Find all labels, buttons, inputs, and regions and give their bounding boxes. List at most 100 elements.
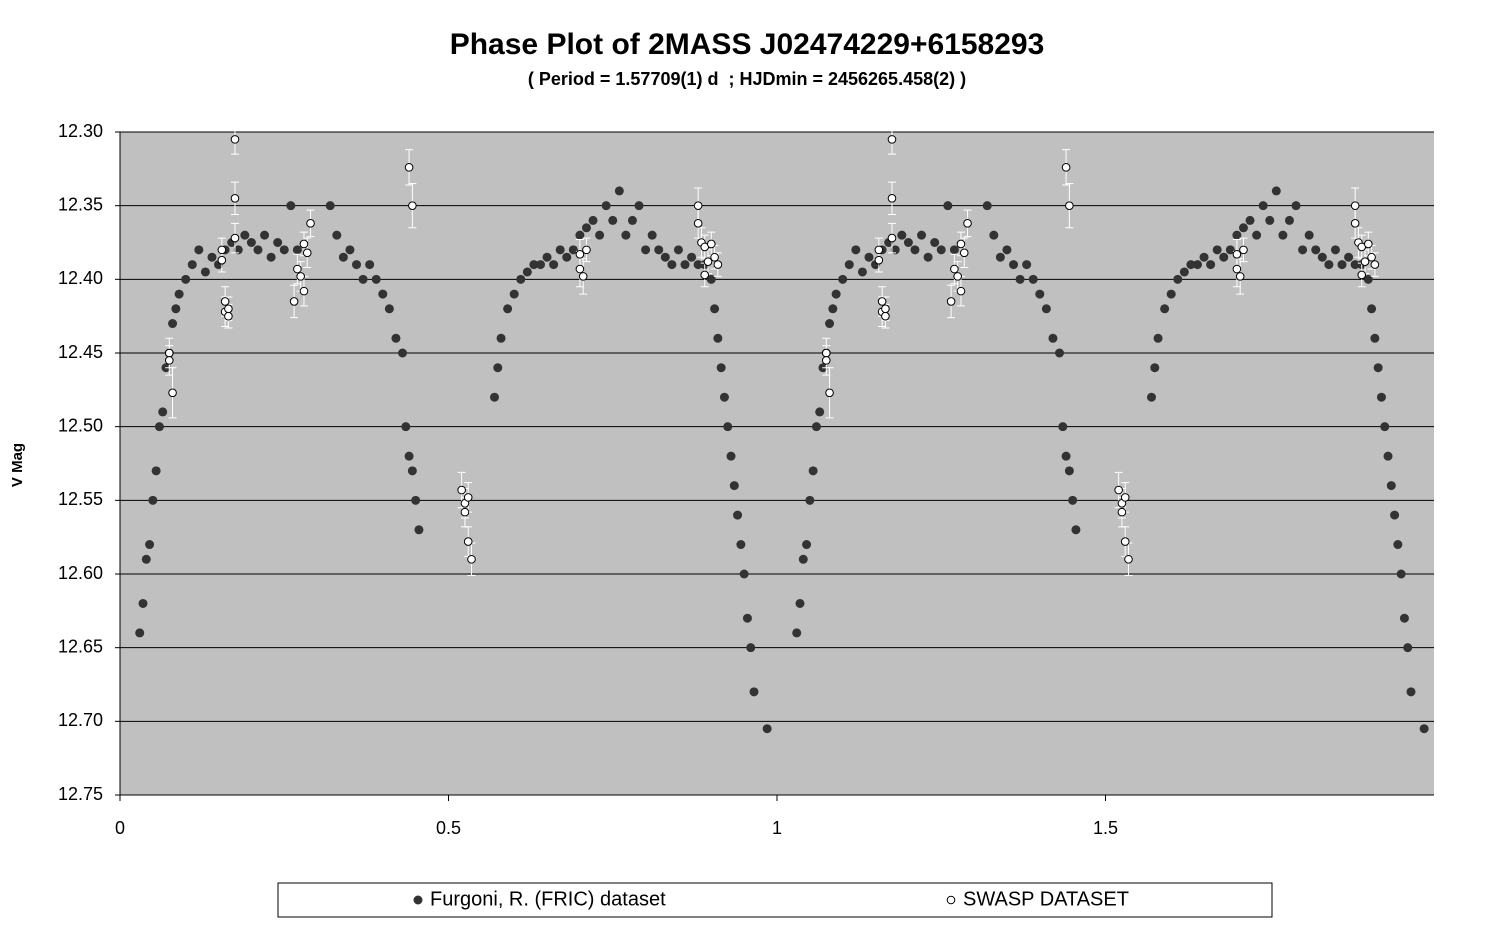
data-point [953, 272, 962, 281]
data-point [956, 239, 966, 249]
data-point [289, 297, 299, 306]
data-point [286, 201, 296, 211]
data-point [407, 466, 417, 476]
data-point [224, 304, 233, 314]
plot-area [120, 132, 1434, 795]
data-point [230, 233, 240, 243]
data-point [857, 267, 867, 277]
data-point [1245, 215, 1255, 225]
data-point [890, 245, 900, 255]
data-point [171, 304, 181, 314]
data-point [989, 230, 999, 240]
data-point [299, 239, 309, 249]
data-point [1232, 249, 1242, 259]
data-point [292, 245, 302, 255]
data-point [542, 252, 552, 262]
data-point [299, 286, 309, 296]
data-point [1173, 274, 1183, 284]
data-point [647, 230, 657, 240]
data-point [1390, 510, 1400, 520]
data-point [1383, 451, 1393, 461]
data-point [154, 422, 164, 432]
data-point [1212, 245, 1222, 255]
data-point [1041, 304, 1051, 314]
data-point [1206, 260, 1216, 270]
chart-title: Phase Plot of 2MASS J02474229+6158293 [450, 28, 1045, 61]
data-point [949, 245, 959, 255]
data-point [1009, 260, 1019, 270]
data-point [345, 245, 355, 255]
data-point [881, 304, 890, 314]
data-point [903, 238, 913, 247]
data-point [1022, 260, 1032, 270]
data-point [1386, 481, 1396, 491]
data-point [1291, 201, 1301, 211]
data-point [1035, 289, 1045, 299]
data-point [164, 356, 174, 365]
x-tick-label: 1.5 [1093, 818, 1118, 838]
data-point [844, 260, 854, 270]
data-point [1360, 257, 1370, 266]
data-point [168, 388, 177, 398]
data-point [1235, 272, 1245, 281]
data-point [401, 422, 411, 432]
data-point [627, 215, 637, 225]
data-point [224, 311, 233, 321]
y-tick-label: 12.45 [58, 342, 103, 362]
data-point [509, 289, 519, 299]
data-point [246, 238, 256, 247]
data-point [943, 201, 953, 211]
data-point [1199, 252, 1209, 262]
y-tick-label: 12.70 [58, 710, 103, 730]
data-point [1071, 525, 1081, 535]
data-point [496, 333, 506, 343]
data-point [874, 255, 884, 265]
data-point [723, 422, 733, 432]
data-point [995, 252, 1005, 262]
data-point [141, 554, 151, 564]
data-point [739, 569, 749, 579]
data-point [680, 260, 690, 270]
data-point [489, 392, 499, 402]
data-point [700, 270, 710, 280]
y-tick-label: 12.35 [58, 194, 103, 214]
data-point [959, 248, 969, 258]
data-point [634, 201, 644, 211]
data-point [391, 333, 401, 343]
data-point [1304, 230, 1314, 240]
data-point [887, 135, 897, 144]
data-point [1363, 274, 1373, 284]
data-point [467, 554, 476, 564]
data-point [1324, 260, 1334, 270]
data-point [733, 510, 743, 520]
data-point [194, 245, 204, 255]
data-point [1393, 540, 1403, 550]
data-point [1337, 260, 1347, 270]
data-point [706, 274, 716, 284]
data-point [693, 201, 703, 210]
data-point [273, 238, 283, 247]
data-point [792, 628, 802, 638]
data-point [719, 392, 729, 402]
data-point [398, 348, 408, 358]
data-point [851, 245, 861, 255]
data-point [1179, 267, 1189, 277]
legend-label: Furgoni, R. (FRIC) dataset [430, 888, 666, 910]
data-point [217, 255, 227, 265]
data-point [825, 388, 834, 398]
data-point [1350, 201, 1360, 210]
data-point [1028, 274, 1038, 284]
data-point [463, 537, 473, 546]
chart-subtitle: ( Period = 1.57709(1) d ; HJDmin = 24562… [528, 69, 966, 89]
data-point [707, 239, 716, 249]
data-point [1114, 485, 1123, 495]
data-point [641, 245, 651, 255]
data-point [1048, 333, 1058, 343]
data-point [562, 252, 572, 262]
y-tick-label: 12.65 [58, 636, 103, 656]
data-point [828, 304, 838, 314]
data-point [463, 493, 473, 502]
data-point [164, 348, 174, 358]
data-point [414, 525, 424, 535]
